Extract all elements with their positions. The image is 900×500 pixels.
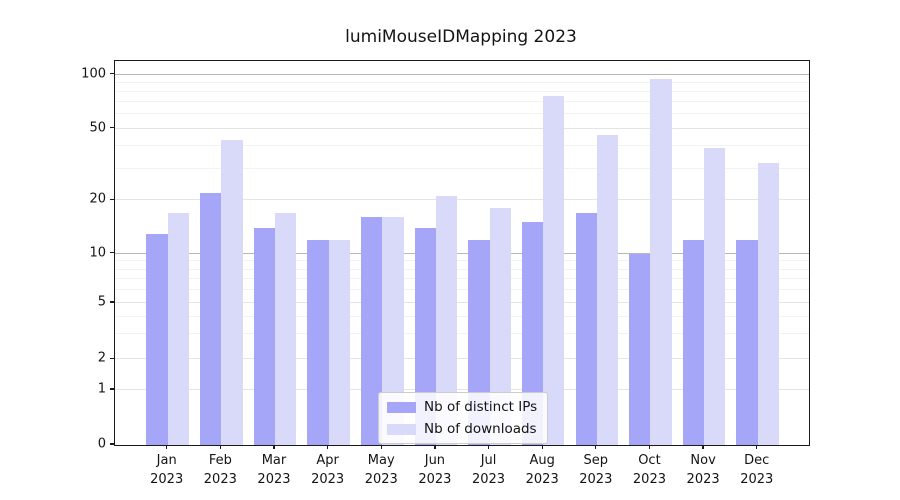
y-tick-mark-10	[110, 252, 114, 254]
x-tick-mark-jan	[166, 445, 168, 450]
bar-downloads-dec	[757, 163, 780, 445]
bar-distinct-ips-jan	[146, 233, 168, 445]
bar-downloads-nov	[704, 148, 726, 445]
gridline-y-90	[115, 81, 809, 83]
gridline-y-10	[115, 252, 809, 254]
bar-distinct-ips-dec	[736, 239, 758, 445]
gridline-y-9	[115, 260, 809, 262]
chart-title: lumiMouseIDMapping 2023	[345, 27, 577, 47]
x-tick-mark-nov	[702, 445, 704, 450]
gridline-y-50	[115, 127, 809, 129]
bar-distinct-ips-jun	[414, 227, 436, 445]
gridline-y-80	[115, 90, 809, 92]
gridline-y-2	[115, 358, 809, 360]
bar-downloads-mar	[274, 212, 297, 445]
y-tick-label-50: 50	[89, 120, 106, 136]
gridline-y-8	[115, 268, 809, 270]
bar-distinct-ips-sep	[575, 212, 597, 445]
y-tick-label-0: 0	[97, 436, 106, 452]
y-tick-mark-20	[110, 198, 114, 200]
x-tick-label-jul: Jul 2023	[471, 453, 506, 487]
gridline-y-30	[115, 167, 809, 169]
bar-distinct-ips-apr	[307, 239, 329, 445]
x-tick-label-mar: Mar 2023	[257, 453, 291, 487]
y-tick-label-2: 2	[97, 350, 106, 366]
bar-downloads-feb	[221, 140, 243, 445]
x-tick-label-apr: Apr 2023	[311, 453, 345, 487]
y-tick-mark-50	[110, 126, 114, 129]
legend-swatch-distinct-ips	[387, 401, 416, 413]
x-tick-label-feb: Feb 2023	[203, 453, 237, 487]
legend-item-distinct-ips: Nb of distinct IPs	[387, 399, 539, 415]
gridline-y-4	[115, 315, 809, 317]
x-tick-label-aug: Aug 2023	[525, 453, 559, 487]
gridline-y-70	[115, 101, 809, 103]
gridline-y-6	[115, 289, 809, 291]
bar-downloads-oct	[650, 78, 672, 445]
legend-label-distinct-ips: Nb of distinct IPs	[424, 399, 538, 415]
gridline-y-100	[115, 73, 809, 75]
x-tick-label-sep: Sep 2023	[579, 453, 613, 487]
x-tick-mark-mar	[273, 445, 275, 450]
y-tick-mark-5	[110, 301, 114, 303]
plot-area	[114, 60, 810, 446]
x-tick-label-nov: Nov 2023	[686, 453, 720, 487]
y-tick-label-100: 100	[81, 66, 106, 82]
gridline-y-1	[115, 388, 809, 390]
x-tick-mark-sep	[595, 445, 597, 450]
gridline-y-40	[115, 145, 809, 147]
y-tick-label-20: 20	[89, 191, 106, 207]
x-tick-mark-oct	[648, 445, 651, 450]
bar-distinct-ips-feb	[200, 192, 222, 445]
bar-downloads-jan	[167, 212, 189, 445]
y-tick-label-10: 10	[89, 245, 106, 261]
legend-label-downloads: Nb of downloads	[424, 421, 537, 437]
x-tick-mark-apr	[326, 445, 329, 450]
x-tick-label-jun: Jun 2023	[418, 453, 452, 487]
x-tick-mark-feb	[219, 445, 221, 450]
bar-downloads-aug	[543, 95, 565, 445]
bar-distinct-ips-mar	[253, 227, 275, 445]
x-tick-label-dec: Dec 2023	[740, 453, 774, 487]
x-tick-mark-aug	[541, 445, 543, 450]
bar-distinct-ips-oct	[629, 253, 651, 445]
bar-downloads-may	[382, 217, 404, 445]
x-tick-label-oct: Oct 2023	[632, 453, 666, 487]
gridline-y-3	[115, 333, 809, 335]
gridline-y-20	[115, 199, 809, 201]
gridline-y-60	[115, 113, 809, 115]
y-tick-mark-1	[110, 388, 114, 390]
legend-item-downloads: Nb of downloads	[387, 421, 539, 437]
bar-downloads-jun	[435, 196, 458, 445]
legend: Nb of distinct IPs Nb of downloads	[378, 392, 548, 444]
bar-downloads-sep	[596, 135, 619, 445]
x-tick-mark-jul	[487, 445, 490, 450]
x-tick-label-may: May 2023	[364, 453, 398, 487]
y-tick-mark-100	[110, 72, 114, 75]
bar-distinct-ips-aug	[521, 222, 544, 445]
y-tick-mark-0	[110, 443, 114, 445]
x-tick-mark-jun	[434, 445, 436, 450]
bar-downloads-apr	[328, 239, 350, 445]
x-tick-mark-dec	[756, 445, 758, 450]
y-tick-label-1: 1	[97, 381, 106, 397]
legend-swatch-downloads	[387, 423, 416, 435]
bar-distinct-ips-nov	[682, 239, 705, 445]
bar-downloads-jul	[489, 208, 511, 445]
y-tick-mark-2	[110, 357, 114, 359]
y-tick-label-5: 5	[97, 294, 106, 310]
gridline-y-5	[115, 302, 809, 304]
x-tick-label-jan: Jan 2023	[150, 453, 184, 487]
x-tick-mark-may	[380, 445, 382, 450]
gridline-y-7	[115, 278, 809, 280]
bar-distinct-ips-may	[360, 217, 383, 445]
